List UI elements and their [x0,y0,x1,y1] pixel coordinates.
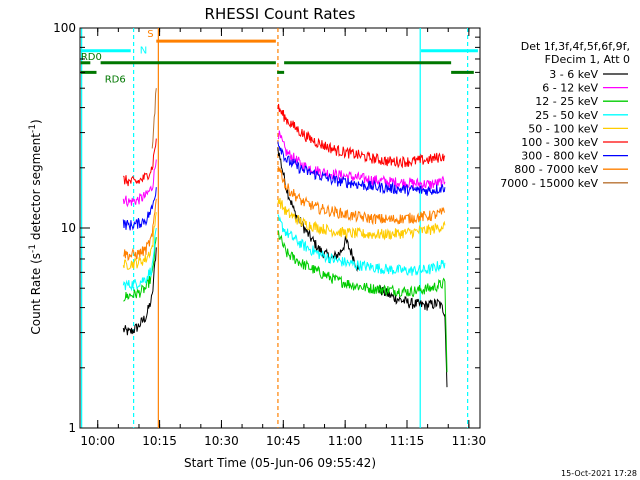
legend-header-line-1: Det 1f,3f,4f,5f,6f,9f, [521,40,630,53]
y-axis-label: Count Rate (s-1 detector segment-1) [28,119,43,334]
series-7 [123,165,445,262]
y-tick-label-0: 1 [68,421,76,435]
y-axis-label-sup2: -1 [28,124,38,133]
ticks-layer: 10:00 10:15 10:30 10:45 11:00 11:15 11:30 1 10 10… [53,21,486,448]
series-line-6-0 [122,187,157,231]
series-2 [123,229,448,373]
legend-label-8: 7000 - 15000 keV [500,177,598,190]
series-3 [122,214,446,292]
legend-label-0: 3 - 6 keV [549,68,598,81]
chart-title: RHESSI Count Rates [205,5,356,23]
state-bar-label-0: N [140,46,147,57]
legend-label-1: 6 - 12 keV [542,82,598,95]
y-axis-label-sup1: -1 [28,244,38,253]
legend-label-3: 25 - 50 keV [535,109,598,122]
series-line-5-0 [122,138,157,187]
y-axis-label-main: Count Rate (s [29,253,43,335]
legend: Det 1f,3f,4f,5f,6f,9f, FDecim 1, Att 0 3… [500,40,630,190]
series-8 [151,88,157,149]
series-line-1-1 [277,130,446,190]
legend-label-6: 300 - 800 keV [521,150,598,163]
y-axis-label-end: ) [29,119,43,124]
series-line-7-0 [123,198,157,262]
series-line-0-0 [122,247,157,336]
legend-label-5: 100 - 300 keV [521,136,598,149]
series-line-0-2 [376,285,448,388]
state-bar-label-2: S [147,29,153,40]
x-tick-label-6: 11:30 [452,434,487,448]
series-line-3-1 [277,214,446,276]
series-6 [122,141,446,231]
footer-timestamp: 15-Oct-2021 17:28 [561,469,637,478]
y-tick-label-1: 10 [61,221,76,235]
series-line-4-1 [277,197,446,241]
series-0 [122,147,448,388]
series-line-6-1 [277,141,446,197]
legend-label-2: 12 - 25 keV [535,95,598,108]
x-axis-label: Start Time (05-Jun-06 09:55:42) [184,456,376,470]
legend-header-line-2: FDecim 1, Att 0 [545,53,630,66]
state-bar-label-6: RD6 [105,74,126,85]
series-line-5-1 [277,103,446,169]
x-tick-label-0: 10:00 [80,434,115,448]
legend-label-4: 50 - 100 keV [528,122,598,135]
x-tick-label-1: 10:15 [142,434,177,448]
x-tick-label-2: 10:30 [204,434,239,448]
x-tick-label-4: 11:00 [328,434,363,448]
series-line-7-1 [277,165,445,226]
x-tick-label-3: 10:45 [266,434,301,448]
legend-label-7: 800 - 7000 keV [514,163,598,176]
y-tick-label-2: 100 [53,21,76,35]
x-tick-label-5: 11:15 [390,434,425,448]
series-line-2-1 [277,229,448,373]
series-5 [122,103,446,187]
series-line-1-0 [122,159,157,208]
series-line-0-1 [277,147,359,273]
series-line-8-0 [151,88,157,149]
series-line-3-0 [122,227,157,292]
y-axis-label-mid: detector segment [29,133,43,244]
series-line-4-0 [122,212,157,270]
series-layer [122,88,448,388]
state-bar-label-3: RD0 [81,52,102,63]
series-1 [122,130,446,208]
series-4 [122,197,446,270]
